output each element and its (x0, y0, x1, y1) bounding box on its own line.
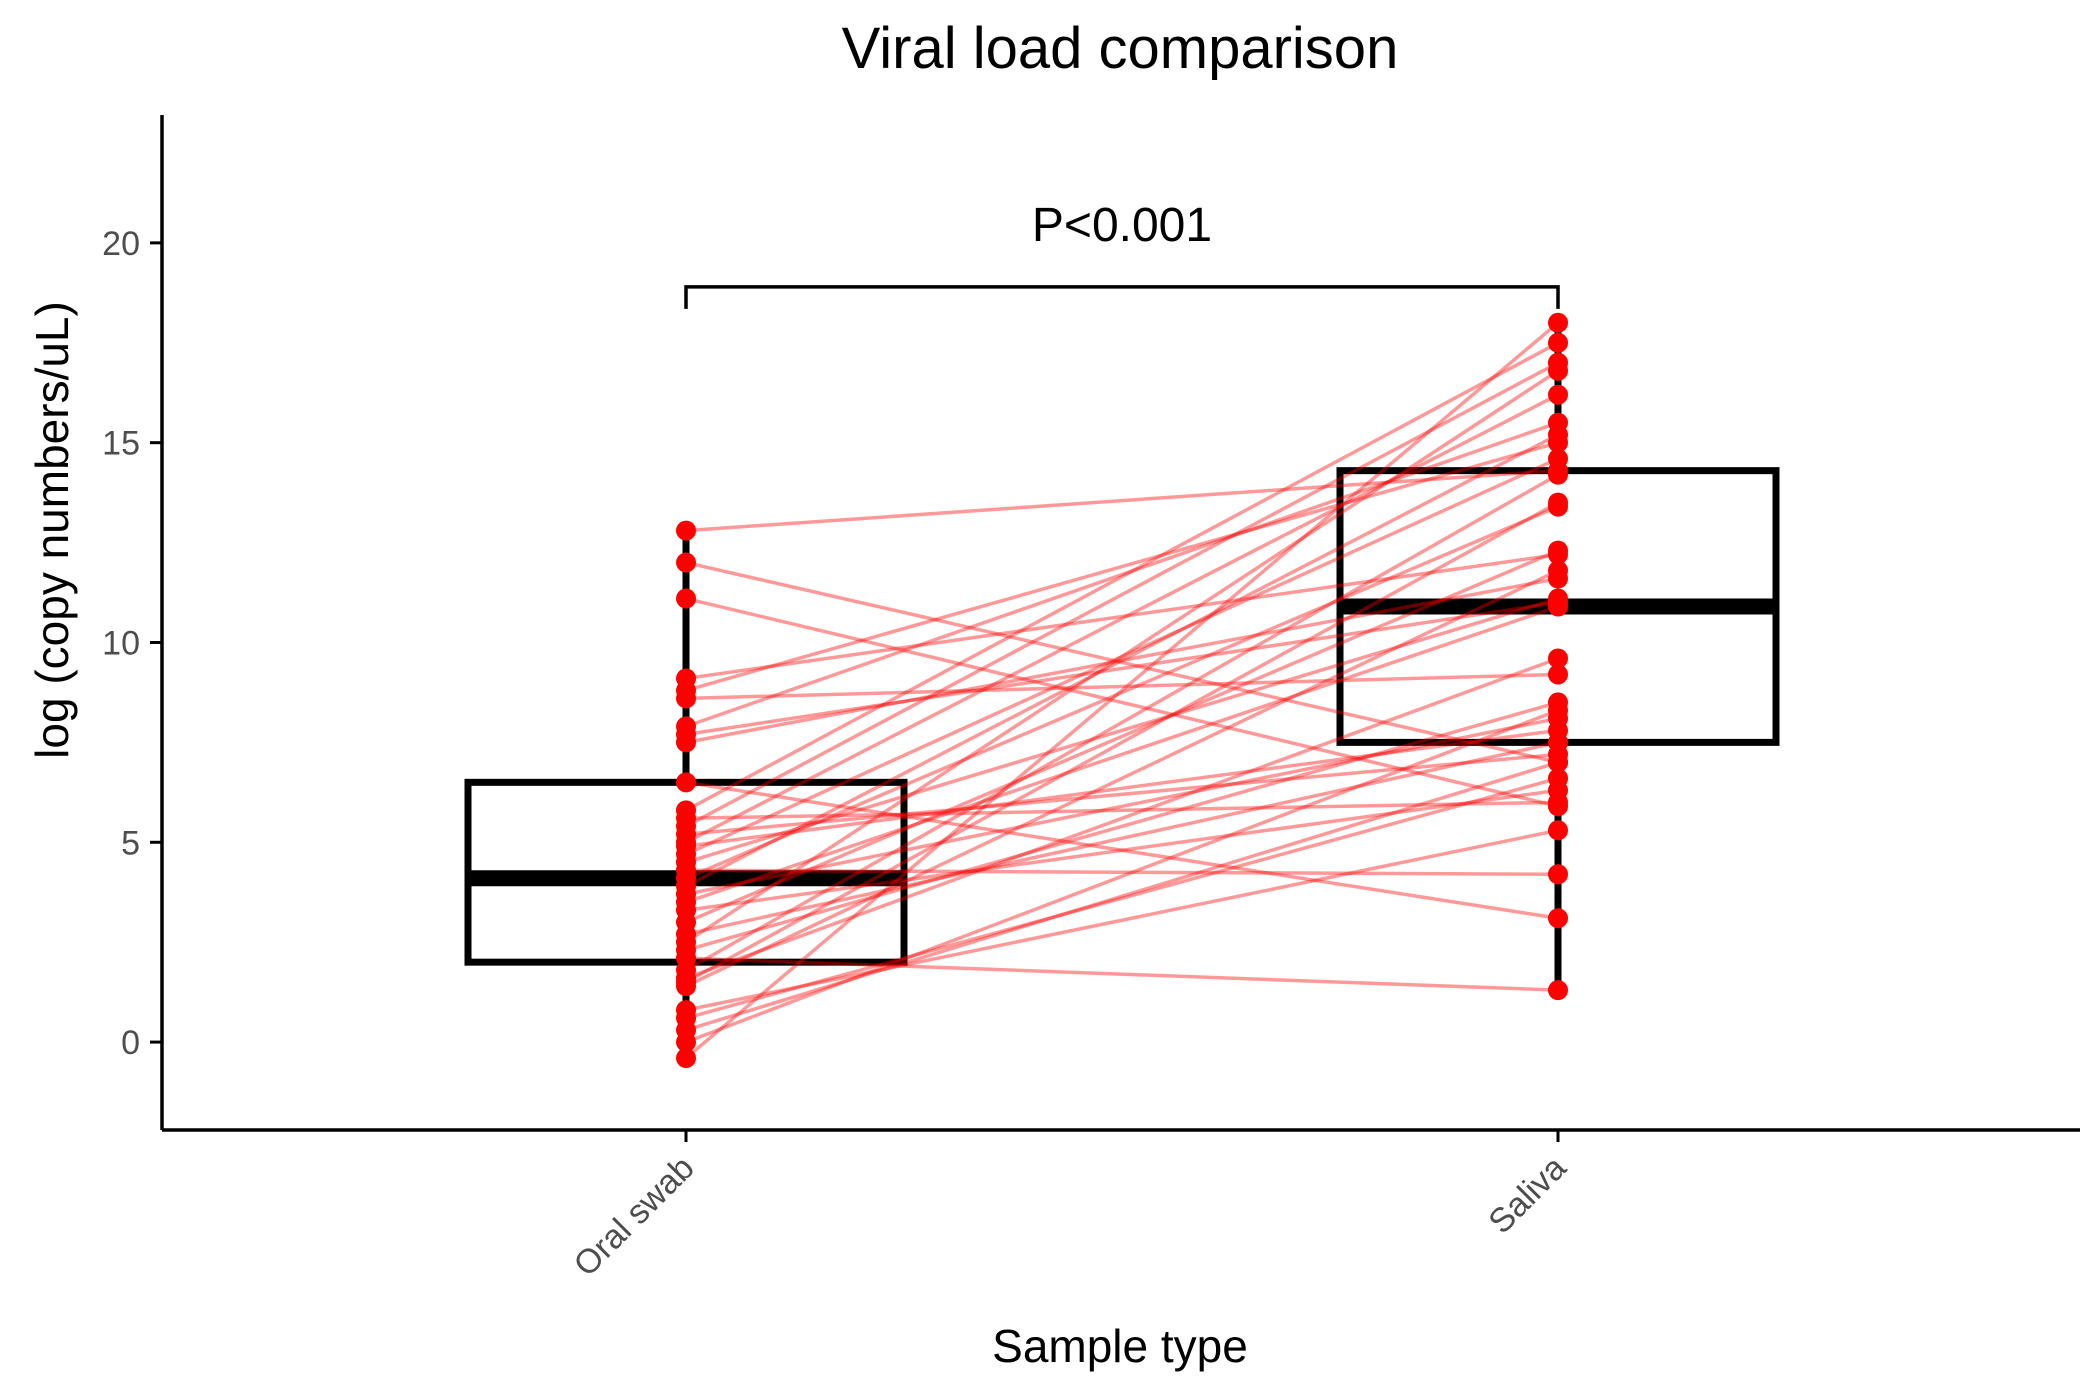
data-point-saliva (1548, 980, 1568, 1001)
pair-line (685, 596, 1559, 864)
y-tick-label: 10 (102, 624, 140, 662)
pair-line (684, 321, 1560, 1060)
pair-line (685, 956, 1559, 992)
y-tick-label: 20 (102, 225, 140, 263)
pair-line (685, 656, 1559, 980)
pair-line (685, 552, 1559, 681)
data-point-saliva (1548, 752, 1568, 773)
data-point-saliva (1548, 648, 1568, 669)
data-point-saliva (1548, 768, 1568, 789)
pair-line (685, 568, 1559, 988)
data-point-saliva (1548, 700, 1568, 721)
data-point-saliva (1548, 492, 1568, 513)
data-point-saliva (1548, 560, 1568, 581)
y-tick-label: 5 (121, 824, 140, 862)
x-axis-title: Sample type (992, 1320, 1248, 1372)
pair-line (685, 728, 1559, 849)
pair-line (685, 440, 1559, 693)
x-tick-label: Saliva (1481, 1149, 1573, 1241)
pair-line (685, 740, 1559, 936)
pair-line (685, 341, 1559, 812)
pair-line (685, 361, 1559, 828)
data-point-saliva (1548, 332, 1568, 353)
data-point-saliva (1548, 732, 1568, 753)
pair-line (685, 596, 1559, 809)
pair-line (685, 457, 1559, 856)
pair-line (685, 600, 1559, 737)
data-point-oral-swab (676, 1048, 696, 1069)
data-point-oral-swab (676, 688, 696, 709)
pair-line (685, 800, 1559, 821)
chart-title: Viral load comparison (842, 16, 1399, 81)
data-point-saliva (1548, 596, 1568, 617)
pair-line (685, 776, 1559, 1020)
pair-line (685, 708, 1559, 1044)
pair-line (685, 868, 1559, 877)
pair-line (685, 501, 1559, 984)
data-point-saliva (1548, 464, 1568, 485)
pair-line (685, 421, 1559, 729)
data-point-saliva (1548, 864, 1568, 885)
data-point-saliva (1548, 360, 1568, 381)
pair-line (685, 548, 1559, 924)
data-point-oral-swab (676, 732, 696, 753)
data-point-saliva (1548, 312, 1568, 333)
pair-line (685, 828, 1559, 1012)
pair-line (685, 369, 1559, 944)
pair-line (685, 760, 1559, 1032)
data-point-oral-swab (676, 588, 696, 609)
pair-line (685, 468, 1559, 533)
x-tick-label: Oral swab (567, 1149, 702, 1284)
data-point-saliva (1548, 448, 1568, 469)
data-point-oral-swab (676, 520, 696, 541)
y-axis-title: log (copy numbers/uL) (26, 301, 78, 759)
y-tick-label: 0 (121, 1024, 140, 1062)
pair-line (685, 560, 1559, 765)
data-point-saliva (1548, 540, 1568, 561)
data-point-oral-swab (676, 772, 696, 793)
pair-line (685, 433, 1559, 888)
pair-line (685, 604, 1559, 904)
significance-label: P<0.001 (1032, 199, 1212, 252)
data-point-saliva (1548, 908, 1568, 929)
pair-line (685, 752, 1559, 837)
data-point-saliva (1548, 820, 1568, 841)
plot-area: 0 5 10 15 20 Oral swab Saliva P<0.001 (102, 115, 2080, 1284)
pair-line (685, 672, 1559, 701)
pair-line (685, 473, 1559, 972)
pair-line (685, 788, 1559, 912)
data-point-saliva (1548, 424, 1568, 445)
data-point-saliva (1548, 664, 1568, 685)
data-point-oral-swab (676, 552, 696, 573)
data-point-saliva (1548, 384, 1568, 405)
y-tick-label: 15 (102, 425, 140, 463)
data-point-oral-swab (676, 1032, 696, 1053)
significance-bracket (684, 285, 1560, 309)
pair-line (685, 393, 1559, 844)
pair-line (685, 716, 1559, 896)
pair-line (685, 576, 1559, 745)
data-point-oral-swab (676, 972, 696, 993)
pair-line (685, 505, 1559, 880)
pair-line (685, 780, 1559, 920)
pair-line (685, 700, 1559, 952)
